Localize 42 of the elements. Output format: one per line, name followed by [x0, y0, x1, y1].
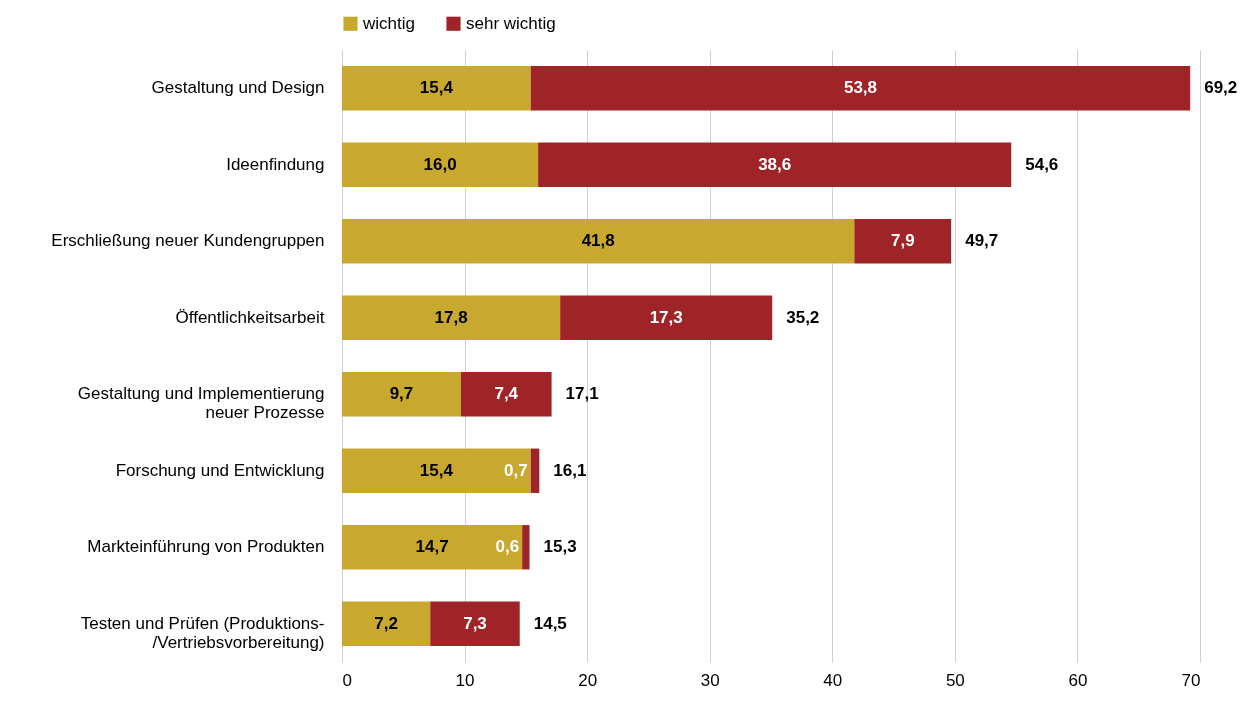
data-label: 53,8: [843, 78, 878, 98]
data-label: 17,8: [434, 307, 468, 327]
data-label: 0,7: [504, 460, 528, 480]
data-label: 14,7: [415, 537, 449, 557]
total-label: 35,2: [786, 307, 820, 327]
x-tick-label: 30: [700, 670, 720, 690]
x-tick-label: 10: [455, 670, 475, 690]
data-label: 16,0: [423, 154, 457, 174]
total-label: 54,6: [1025, 154, 1059, 174]
y-tick-label: Testen und Prüfen (Produktions-/Vertriebsvorbereitung): [80, 613, 325, 652]
y-tick-label: Markteinführung von Produkten: [87, 537, 325, 557]
legend-label: wichtig: [362, 13, 415, 33]
data-label: 15,4: [419, 460, 454, 480]
data-label: 15,4: [419, 78, 454, 98]
total-label: 16,1: [553, 460, 587, 480]
total-label: 17,1: [565, 384, 599, 404]
total-label: 49,7: [965, 231, 999, 251]
total-label: 15,3: [543, 537, 577, 557]
x-tick-label: 40: [823, 670, 843, 690]
y-tick-label: Forschung und Entwicklung: [115, 460, 325, 480]
legend-label: sehr wichtig: [466, 13, 556, 33]
y-tick-label: Erschließung neuer Kundengruppen: [51, 231, 325, 251]
x-tick-label: 70: [1181, 670, 1201, 690]
data-label: 0,6: [495, 537, 520, 557]
data-label: 38,6: [758, 154, 792, 174]
y-tick-label: Gestaltung und Design: [151, 78, 325, 98]
y-tick-label: Gestaltung und Implementierung neuer Prozesse: [77, 384, 325, 423]
data-label: 7,2: [374, 613, 398, 633]
x-tick-label: 50: [945, 670, 965, 690]
data-label: 9,7: [389, 384, 414, 404]
data-label: 17,3: [649, 307, 683, 327]
total-label: 14,5: [533, 613, 567, 633]
data-label: 7,9: [890, 231, 915, 251]
y-tick-label: Ideenfindung: [226, 154, 325, 174]
x-tick-label: 20: [578, 670, 598, 690]
data-label: 7,4: [494, 384, 519, 404]
total-label: 69,2: [1204, 78, 1238, 98]
data-label: 41,8: [581, 231, 615, 251]
y-tick-label: Öffentlichkeitsarbeit: [175, 307, 325, 327]
x-tick-label: 0: [342, 670, 352, 690]
data-label: 7,3: [463, 613, 487, 633]
x-tick-label: 60: [1068, 670, 1088, 690]
